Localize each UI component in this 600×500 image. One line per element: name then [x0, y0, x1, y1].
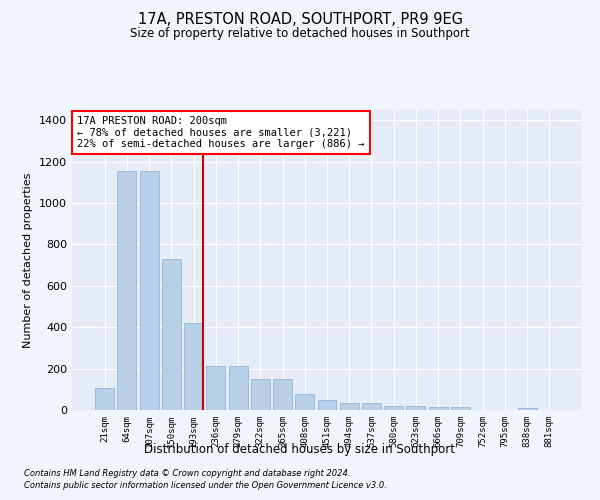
Bar — [95, 388, 114, 410]
Bar — [206, 366, 225, 410]
Bar — [406, 406, 425, 410]
Bar — [229, 366, 248, 410]
Bar — [295, 394, 314, 410]
Text: Contains public sector information licensed under the Open Government Licence v3: Contains public sector information licen… — [24, 481, 387, 490]
Bar — [362, 403, 381, 410]
Bar — [317, 400, 337, 410]
Text: Size of property relative to detached houses in Southport: Size of property relative to detached ho… — [130, 28, 470, 40]
Bar — [184, 323, 203, 410]
Bar — [273, 379, 292, 410]
Bar — [384, 406, 403, 410]
Text: Contains HM Land Registry data © Crown copyright and database right 2024.: Contains HM Land Registry data © Crown c… — [24, 468, 350, 477]
Text: 17A PRESTON ROAD: 200sqm
← 78% of detached houses are smaller (3,221)
22% of sem: 17A PRESTON ROAD: 200sqm ← 78% of detach… — [77, 116, 365, 149]
Bar — [518, 408, 536, 410]
Bar — [118, 171, 136, 410]
Bar — [251, 379, 270, 410]
Text: 17A, PRESTON ROAD, SOUTHPORT, PR9 9EG: 17A, PRESTON ROAD, SOUTHPORT, PR9 9EG — [137, 12, 463, 28]
Y-axis label: Number of detached properties: Number of detached properties — [23, 172, 34, 348]
Bar — [340, 403, 359, 410]
Bar — [429, 407, 448, 410]
Bar — [162, 259, 181, 410]
Text: Distribution of detached houses by size in Southport: Distribution of detached houses by size … — [145, 444, 455, 456]
Bar — [451, 407, 470, 410]
Bar — [140, 171, 158, 410]
